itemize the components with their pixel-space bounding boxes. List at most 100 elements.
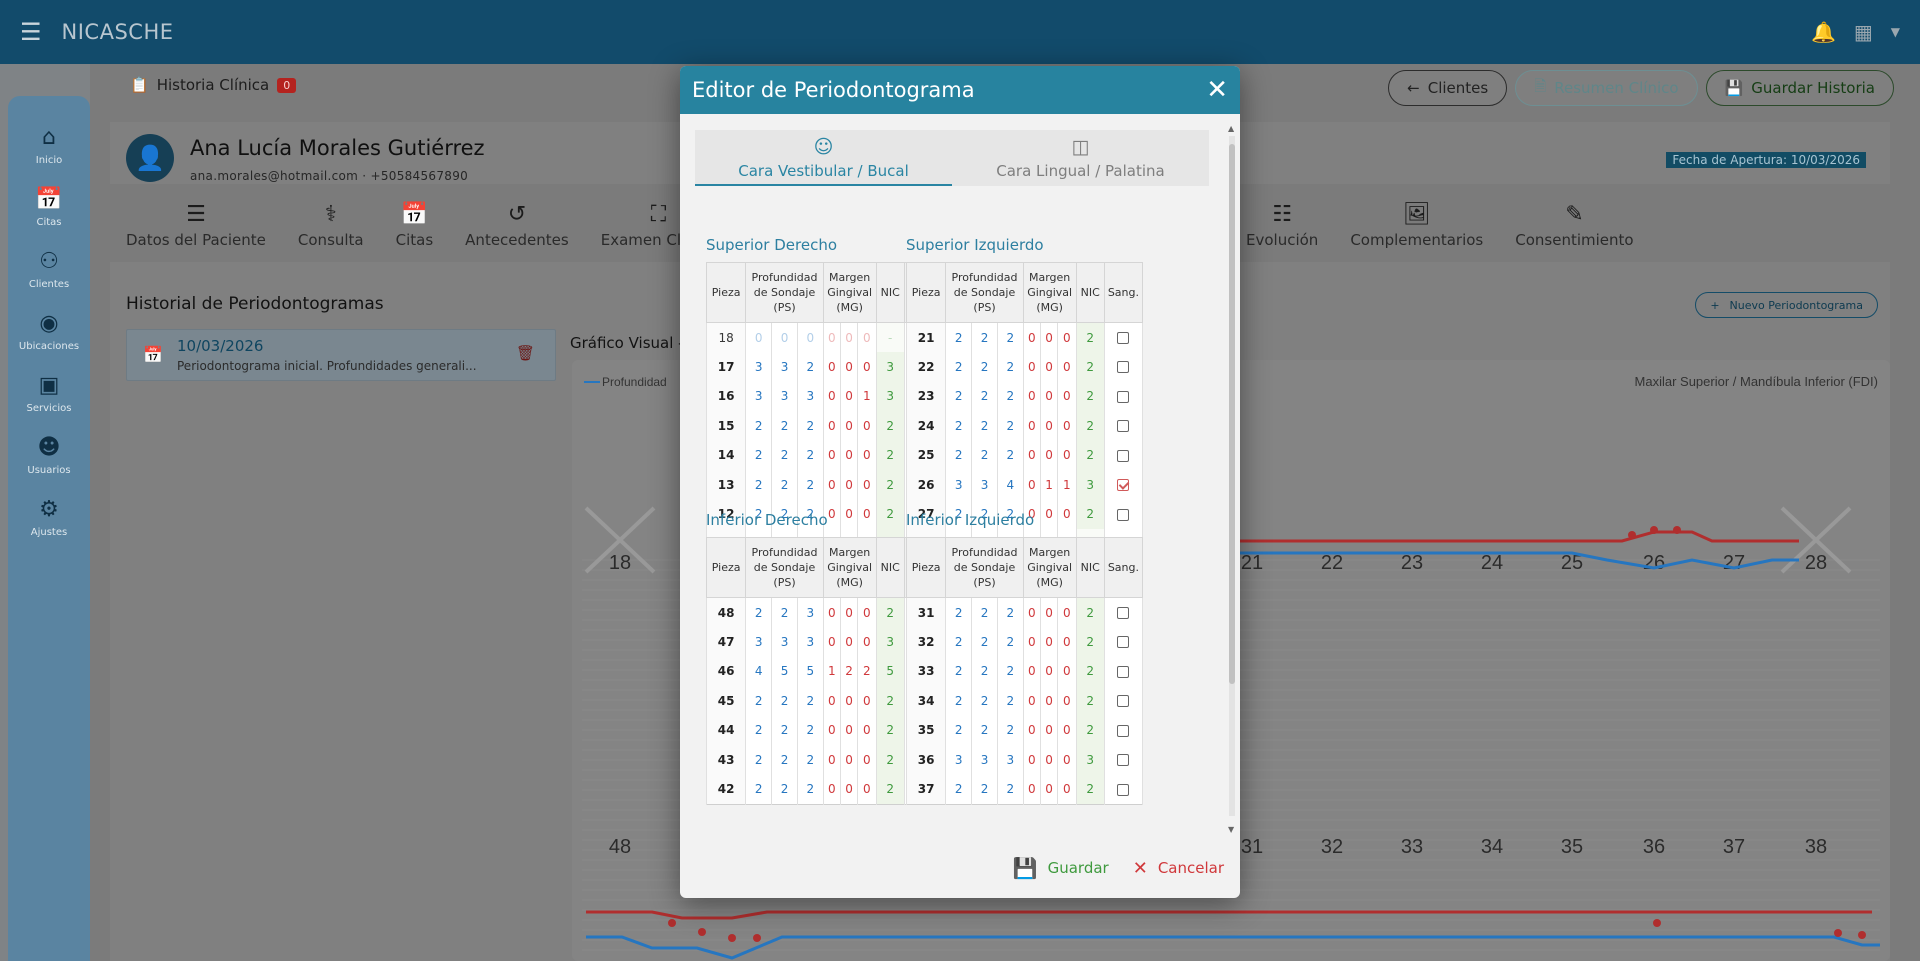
ps-input[interactable]: 3 — [745, 627, 773, 657]
tab-datos-paciente[interactable]: ☰ Datos del Paciente — [110, 202, 282, 249]
mg-input[interactable]: 0 — [822, 352, 841, 382]
tab-consulta[interactable]: ⚕ Consulta — [282, 202, 380, 249]
mg-input[interactable]: 0 — [1057, 715, 1077, 745]
mg-input[interactable]: 0 — [857, 440, 877, 470]
ps-input[interactable]: 2 — [771, 686, 798, 716]
ps-input[interactable]: 5 — [771, 656, 798, 686]
ps-input[interactable]: 2 — [996, 411, 1024, 441]
mg-input[interactable]: 0 — [1022, 440, 1041, 470]
ps-input[interactable]: 0 — [796, 322, 824, 352]
ps-input[interactable]: 2 — [745, 440, 773, 470]
nuevo-periodontograma-button[interactable]: + Nuevo Periodontograma — [1695, 292, 1878, 318]
ps-input[interactable]: 2 — [771, 745, 798, 775]
tab-antecedentes[interactable]: ↺ Antecedentes — [449, 202, 585, 249]
mg-input[interactable]: 0 — [1022, 597, 1041, 627]
ps-input[interactable]: 3 — [771, 381, 798, 411]
historial-item[interactable]: 📅 10/03/2026 Periodontograma inicial. Pr… — [126, 329, 556, 381]
sangrado-checkbox[interactable] — [1117, 332, 1130, 344]
mg-input[interactable]: 0 — [1039, 745, 1059, 775]
ps-input[interactable]: 2 — [745, 715, 773, 745]
ps-input[interactable]: 2 — [945, 381, 973, 411]
cancelar-button[interactable]: ✕ Cancelar — [1133, 858, 1224, 879]
ps-input[interactable]: 3 — [796, 381, 824, 411]
ps-input[interactable]: 2 — [771, 411, 798, 441]
sidebar-item-ubicaciones[interactable]: ◉ Ubicaciones — [9, 312, 89, 353]
ps-input[interactable]: 2 — [996, 715, 1024, 745]
mg-input[interactable]: 0 — [1039, 411, 1059, 441]
ps-input[interactable]: 2 — [945, 774, 973, 804]
mg-input[interactable]: 0 — [822, 381, 841, 411]
ps-input[interactable]: 2 — [796, 411, 824, 441]
sangrado-checkbox[interactable] — [1117, 783, 1130, 796]
ps-input[interactable]: 3 — [971, 470, 998, 500]
tab-vestibular[interactable]: ☺ Cara Vestibular / Bucal — [695, 130, 952, 186]
ps-input[interactable]: 2 — [945, 411, 973, 441]
ps-input[interactable]: 2 — [796, 774, 824, 804]
mg-input[interactable]: 0 — [822, 440, 841, 470]
ps-input[interactable]: 2 — [945, 440, 973, 470]
mg-input[interactable]: 0 — [1057, 656, 1077, 686]
mg-input[interactable]: 0 — [1057, 686, 1077, 716]
sangrado-checkbox[interactable] — [1117, 665, 1130, 678]
mg-input[interactable]: 0 — [839, 715, 859, 745]
ps-input[interactable]: 2 — [996, 656, 1024, 686]
ps-input[interactable]: 2 — [796, 440, 824, 470]
mg-input[interactable]: 0 — [1039, 381, 1059, 411]
mg-input[interactable]: 0 — [1039, 322, 1059, 352]
mg-input[interactable]: 0 — [822, 470, 841, 500]
mg-input[interactable]: 0 — [822, 597, 841, 627]
mg-input[interactable]: 0 — [822, 411, 841, 441]
mg-input[interactable]: 1 — [1057, 470, 1077, 500]
ps-input[interactable]: 2 — [996, 352, 1024, 382]
mg-input[interactable]: 0 — [857, 470, 877, 500]
sangrado-checkbox[interactable] — [1117, 449, 1130, 462]
ps-input[interactable]: 2 — [971, 352, 998, 382]
mg-input[interactable]: 0 — [1022, 745, 1041, 775]
resumen-clinico-button[interactable]: 🗎 Resumen Clínico — [1515, 70, 1698, 106]
ps-input[interactable]: 3 — [745, 381, 773, 411]
ps-input[interactable]: 2 — [796, 715, 824, 745]
mg-input[interactable]: 0 — [1039, 627, 1059, 657]
mg-input[interactable]: 0 — [1057, 499, 1077, 529]
ps-input[interactable]: 2 — [971, 440, 998, 470]
sangrado-checkbox[interactable] — [1117, 390, 1130, 403]
ps-input[interactable]: 2 — [971, 627, 998, 657]
mg-input[interactable]: 0 — [822, 627, 841, 657]
mg-input[interactable]: 0 — [1022, 411, 1041, 441]
mg-input[interactable]: 0 — [857, 597, 877, 627]
ps-input[interactable]: 0 — [745, 322, 773, 352]
mg-input[interactable]: 0 — [822, 322, 841, 352]
ps-input[interactable]: 2 — [745, 745, 773, 775]
ps-input[interactable]: 2 — [745, 774, 773, 804]
tab-evolucion[interactable]: ☷ Evolución — [1230, 202, 1334, 249]
sidebar-item-servicios[interactable]: ▣ Servicios — [9, 374, 89, 415]
mg-input[interactable]: 0 — [857, 411, 877, 441]
mg-input[interactable]: 0 — [1022, 627, 1041, 657]
ps-input[interactable]: 5 — [796, 656, 824, 686]
ps-input[interactable]: 2 — [971, 411, 998, 441]
ps-input[interactable]: 2 — [945, 352, 973, 382]
ps-input[interactable]: 2 — [771, 715, 798, 745]
clientes-button[interactable]: ← Clientes — [1388, 70, 1508, 106]
sangrado-checkbox[interactable] — [1117, 754, 1130, 767]
mg-input[interactable]: 0 — [1022, 322, 1041, 352]
tab-lingual[interactable]: ◫ Cara Lingual / Palatina — [952, 130, 1209, 186]
mg-input[interactable]: 0 — [822, 715, 841, 745]
ps-input[interactable]: 2 — [771, 470, 798, 500]
close-icon[interactable]: ✕ — [1206, 75, 1228, 105]
menu-icon[interactable]: ☰ — [20, 18, 42, 46]
mg-input[interactable]: 0 — [857, 686, 877, 716]
mg-input[interactable]: 0 — [857, 627, 877, 657]
sidebar-item-clientes[interactable]: ⚇ Clientes — [9, 250, 89, 291]
ps-input[interactable]: 2 — [745, 597, 773, 627]
ps-input[interactable]: 4 — [996, 470, 1024, 500]
mg-input[interactable]: 0 — [1022, 470, 1041, 500]
mg-input[interactable]: 0 — [822, 774, 841, 804]
ps-input[interactable]: 2 — [971, 597, 998, 627]
ps-input[interactable]: 4 — [745, 656, 773, 686]
mg-input[interactable]: 0 — [1022, 656, 1041, 686]
mg-input[interactable]: 0 — [1057, 440, 1077, 470]
mg-input[interactable]: 0 — [1057, 597, 1077, 627]
mg-input[interactable]: 0 — [839, 322, 859, 352]
ps-input[interactable]: 2 — [971, 499, 998, 529]
